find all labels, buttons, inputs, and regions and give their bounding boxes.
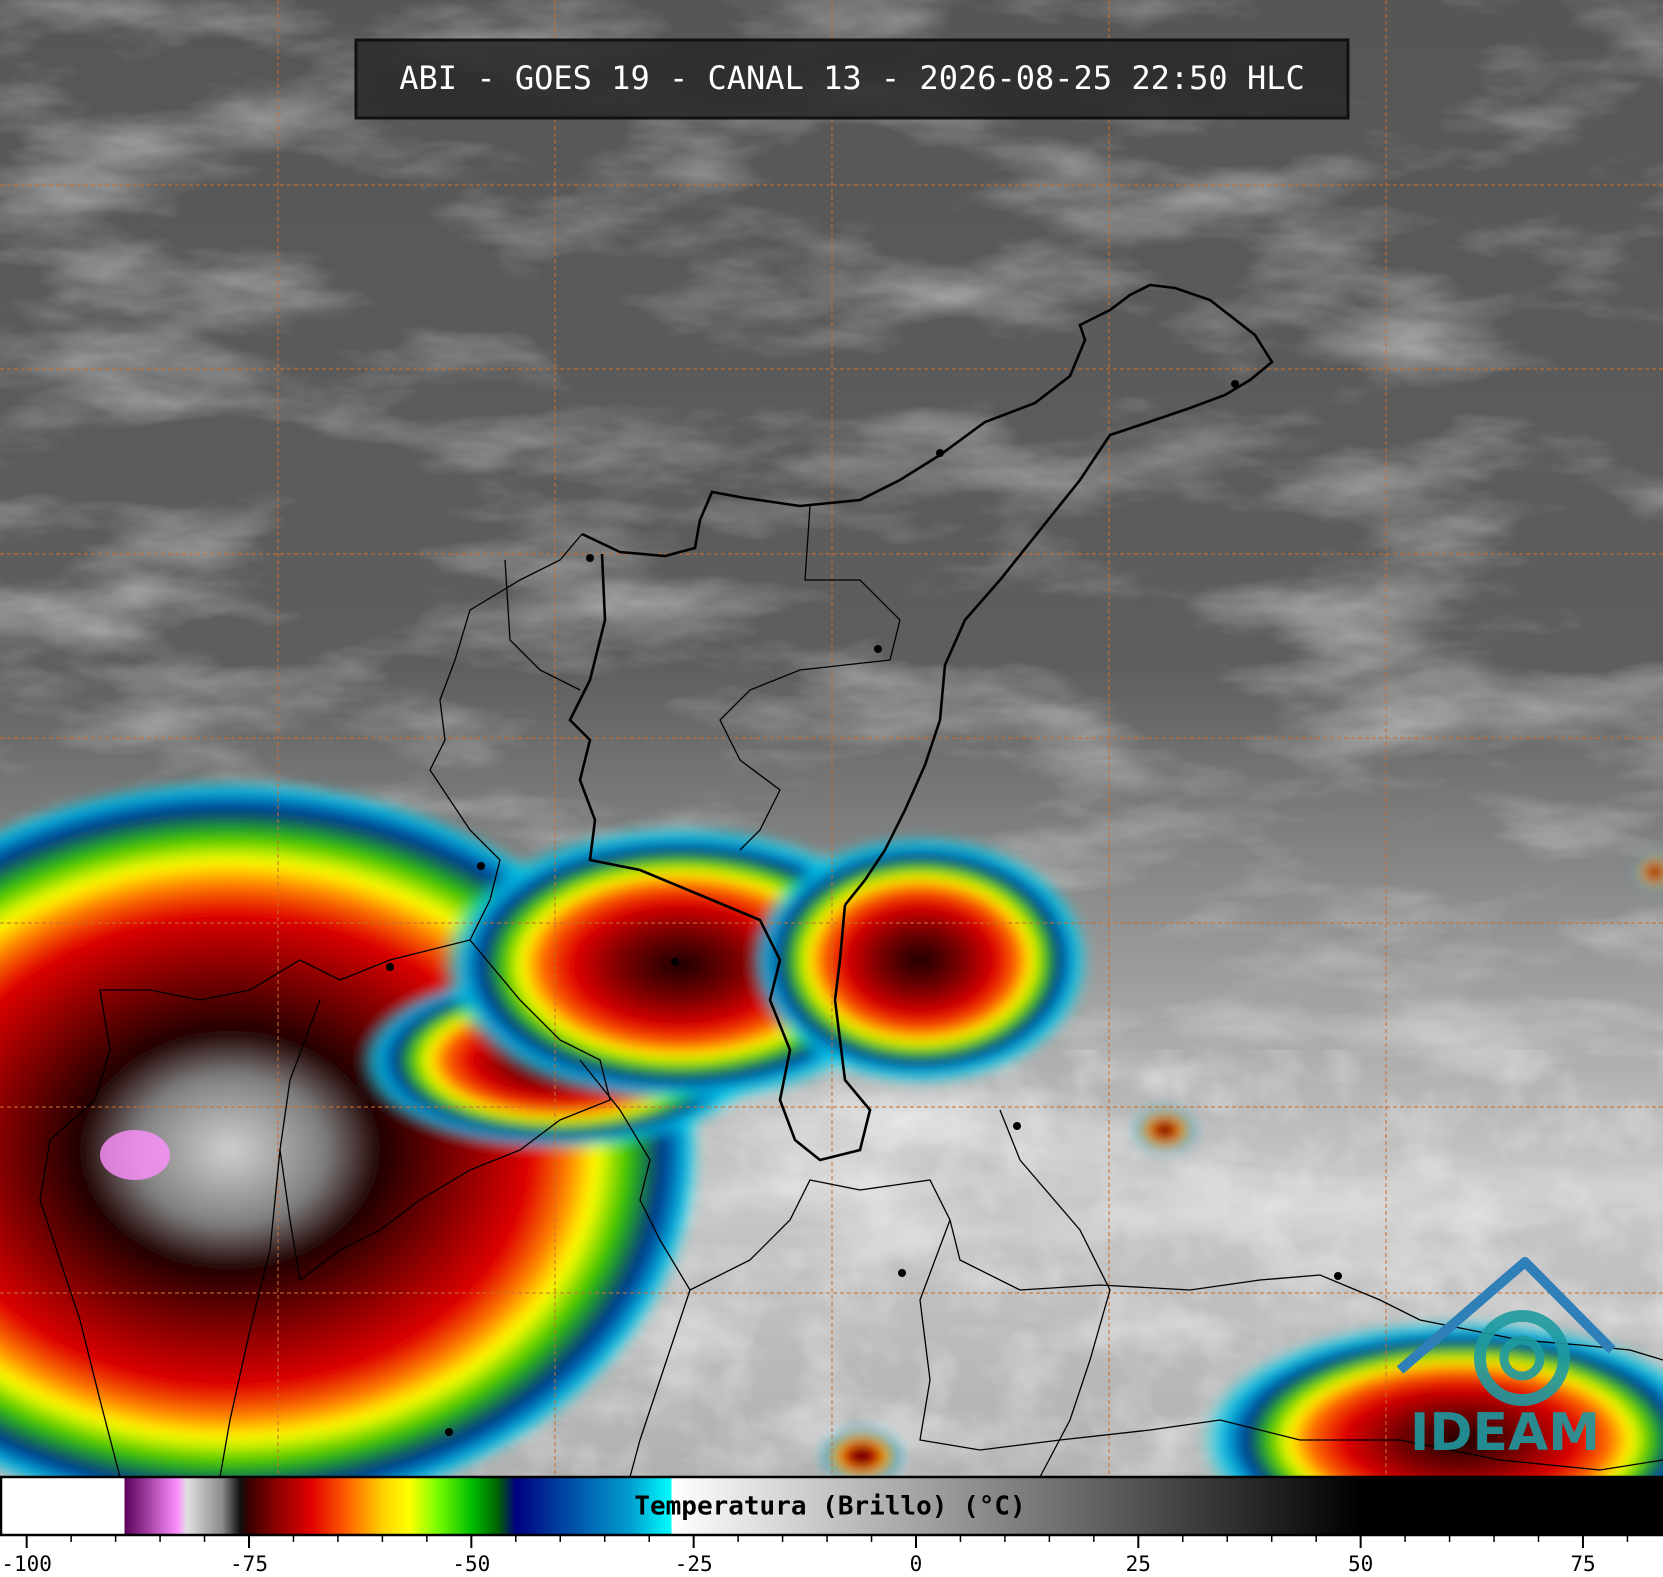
storm-cell: [1135, 1108, 1195, 1152]
tick-label: 50: [1348, 1552, 1373, 1576]
tick-label: 25: [1126, 1552, 1151, 1576]
tick-label: -100: [1, 1552, 52, 1576]
storm-cell: [750, 835, 1090, 1085]
coastline: [581, 283, 1274, 906]
logo: IDEAM: [1396, 1257, 1616, 1463]
colorbar-bar: [0, 1475, 1663, 1537]
logo-text: IDEAM: [1410, 1403, 1600, 1463]
logo-roof: [1396, 1257, 1616, 1374]
logo-swirl: [1474, 1310, 1570, 1406]
border: [568, 553, 872, 1162]
map-borders: [39, 283, 1663, 1478]
coldest-spot: [100, 1130, 170, 1180]
colorbar: Temperatura (Brillo) (°C) -100 -75 -50 -25 0 2…: [0, 1475, 1663, 1577]
tick-label: 75: [1570, 1552, 1595, 1576]
tick-label: -25: [675, 1552, 713, 1576]
tick-label: 0: [910, 1552, 923, 1576]
grid: [0, 0, 1663, 1477]
city-markers: [386, 380, 1342, 1436]
graticule: [0, 0, 1663, 1477]
logo-swirl: [1499, 1335, 1545, 1381]
title-background: [354, 38, 1350, 120]
storm-cell: [822, 1428, 902, 1484]
colorbar-label: Temperatura (Brillo) (°C): [634, 1492, 1025, 1522]
title: ABI - GOES 19 - CANAL 13 - 2026-08-25 22…: [399, 59, 1304, 97]
tick-label: -50: [452, 1552, 490, 1576]
title-box: ABI - GOES 19 - CANAL 13 - 2026-08-25 22…: [354, 38, 1350, 120]
storm-cell: [1635, 854, 1663, 890]
tick-label: -75: [230, 1552, 268, 1576]
